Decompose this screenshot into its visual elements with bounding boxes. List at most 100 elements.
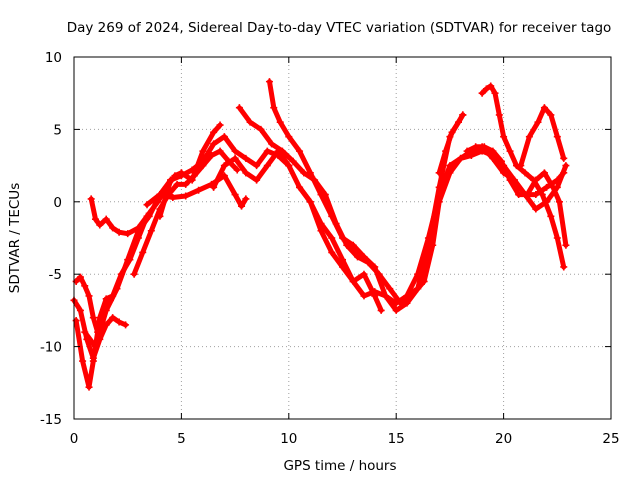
data-point xyxy=(553,133,561,141)
data-point xyxy=(139,248,147,256)
data-point xyxy=(210,128,218,136)
data-point xyxy=(300,169,308,177)
data-point xyxy=(265,78,273,86)
x-tick-label: 15 xyxy=(388,431,405,447)
data-point xyxy=(285,162,293,170)
series-track-5 xyxy=(81,121,224,351)
series-track-15 xyxy=(463,143,570,249)
data-point xyxy=(381,292,389,300)
data-point xyxy=(169,193,177,201)
data-point xyxy=(122,321,130,329)
data-point xyxy=(424,234,432,242)
data-point xyxy=(91,343,99,351)
series-track-14 xyxy=(478,82,568,271)
data-point xyxy=(143,201,151,209)
series-track-7 xyxy=(143,172,250,210)
data-point xyxy=(242,169,250,177)
data-point xyxy=(328,234,336,242)
data-point xyxy=(403,292,411,300)
data-point xyxy=(220,162,228,170)
data-point xyxy=(231,191,239,199)
data-point xyxy=(253,176,261,184)
data-point xyxy=(115,228,123,236)
data-point xyxy=(414,285,422,293)
data-point xyxy=(235,104,243,112)
plot-frame xyxy=(73,56,612,420)
data-point xyxy=(296,183,304,191)
y-tick-label: 10 xyxy=(45,50,62,66)
data-point xyxy=(446,162,454,170)
data-point xyxy=(435,191,443,199)
data-point xyxy=(517,162,525,170)
y-tick-label: 0 xyxy=(53,195,62,211)
data-point xyxy=(354,253,362,261)
data-point xyxy=(538,191,546,199)
data-point xyxy=(523,191,531,199)
data-point xyxy=(442,147,450,155)
data-point xyxy=(560,263,568,271)
data-point xyxy=(547,111,555,119)
data-point xyxy=(296,147,304,155)
data-point xyxy=(562,162,570,170)
y-tick-label: -10 xyxy=(40,340,62,356)
data-point xyxy=(268,140,276,148)
x-tick-label: 0 xyxy=(70,431,79,447)
data-point xyxy=(231,154,239,162)
y-tick-label: 5 xyxy=(53,122,62,138)
data-point xyxy=(328,212,336,220)
series-track-10 xyxy=(235,104,413,307)
data-point xyxy=(147,227,155,235)
chart-title: Day 269 of 2024, Sidereal Day-to-day VTE… xyxy=(67,20,612,36)
data-point xyxy=(76,273,84,281)
data-point xyxy=(540,169,548,177)
data-point xyxy=(188,166,196,174)
data-point xyxy=(220,133,228,141)
data-point xyxy=(199,147,207,155)
data-point xyxy=(246,118,254,126)
data-point xyxy=(339,263,346,271)
data-point xyxy=(463,147,471,155)
data-point xyxy=(459,111,467,119)
data-point xyxy=(85,383,93,391)
data-point xyxy=(487,82,495,90)
data-point xyxy=(102,306,110,314)
data-point xyxy=(145,212,153,220)
data-point xyxy=(489,147,497,155)
axis-ticks: 0 5 10 15 20 25 -15 -10 -5 0 5 10 xyxy=(40,50,620,447)
data-point xyxy=(91,215,99,223)
data-point xyxy=(167,176,175,184)
data-point xyxy=(242,195,250,203)
data-point xyxy=(190,172,198,180)
data-point xyxy=(276,118,284,126)
data-point xyxy=(371,263,379,271)
data-point xyxy=(489,154,497,162)
data-point xyxy=(482,85,490,93)
data-point xyxy=(495,111,503,119)
series-track-8 xyxy=(156,133,293,220)
data-point xyxy=(102,295,110,303)
data-point xyxy=(429,241,437,249)
data-point xyxy=(216,147,224,155)
series-track-13 xyxy=(403,143,570,300)
data-point xyxy=(89,314,97,322)
data-point xyxy=(534,118,542,126)
data-point xyxy=(76,306,84,314)
data-point xyxy=(547,212,555,220)
data-point xyxy=(306,169,314,177)
data-point xyxy=(371,288,379,296)
data-point xyxy=(506,176,514,184)
data-point xyxy=(532,205,540,213)
data-point xyxy=(360,292,368,300)
data-point xyxy=(480,143,488,151)
data-point xyxy=(130,270,138,278)
data-point xyxy=(85,292,93,300)
data-point xyxy=(500,133,508,141)
data-point xyxy=(216,121,224,129)
data-point xyxy=(392,299,400,307)
x-tick-label: 25 xyxy=(602,431,619,447)
data-point xyxy=(263,147,271,155)
data-point xyxy=(242,154,250,162)
data-point xyxy=(497,157,505,165)
data-point xyxy=(339,234,346,242)
